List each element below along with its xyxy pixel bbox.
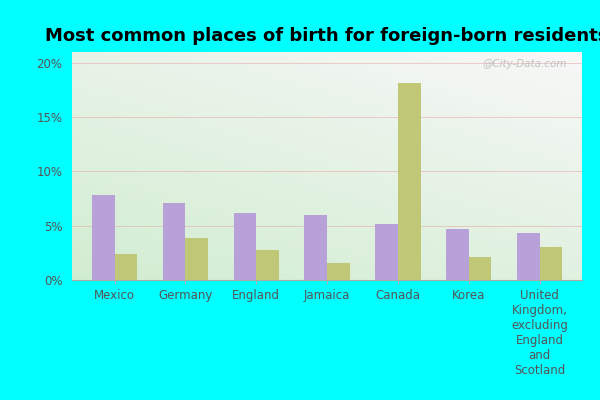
Bar xyxy=(233,213,256,280)
Title: Most common places of birth for foreign-born residents: Most common places of birth for foreign-… xyxy=(46,27,600,45)
Bar xyxy=(92,195,115,280)
Bar xyxy=(469,257,491,280)
Bar xyxy=(185,238,208,280)
Bar xyxy=(115,254,137,280)
Bar xyxy=(446,229,469,280)
Bar xyxy=(163,203,185,280)
Bar xyxy=(539,248,562,280)
Bar xyxy=(327,263,350,280)
Bar xyxy=(256,250,279,280)
Bar xyxy=(304,215,327,280)
Text: @City-Data.com: @City-Data.com xyxy=(482,59,567,69)
Bar xyxy=(398,84,421,280)
Bar xyxy=(517,233,539,280)
Bar xyxy=(375,224,398,280)
